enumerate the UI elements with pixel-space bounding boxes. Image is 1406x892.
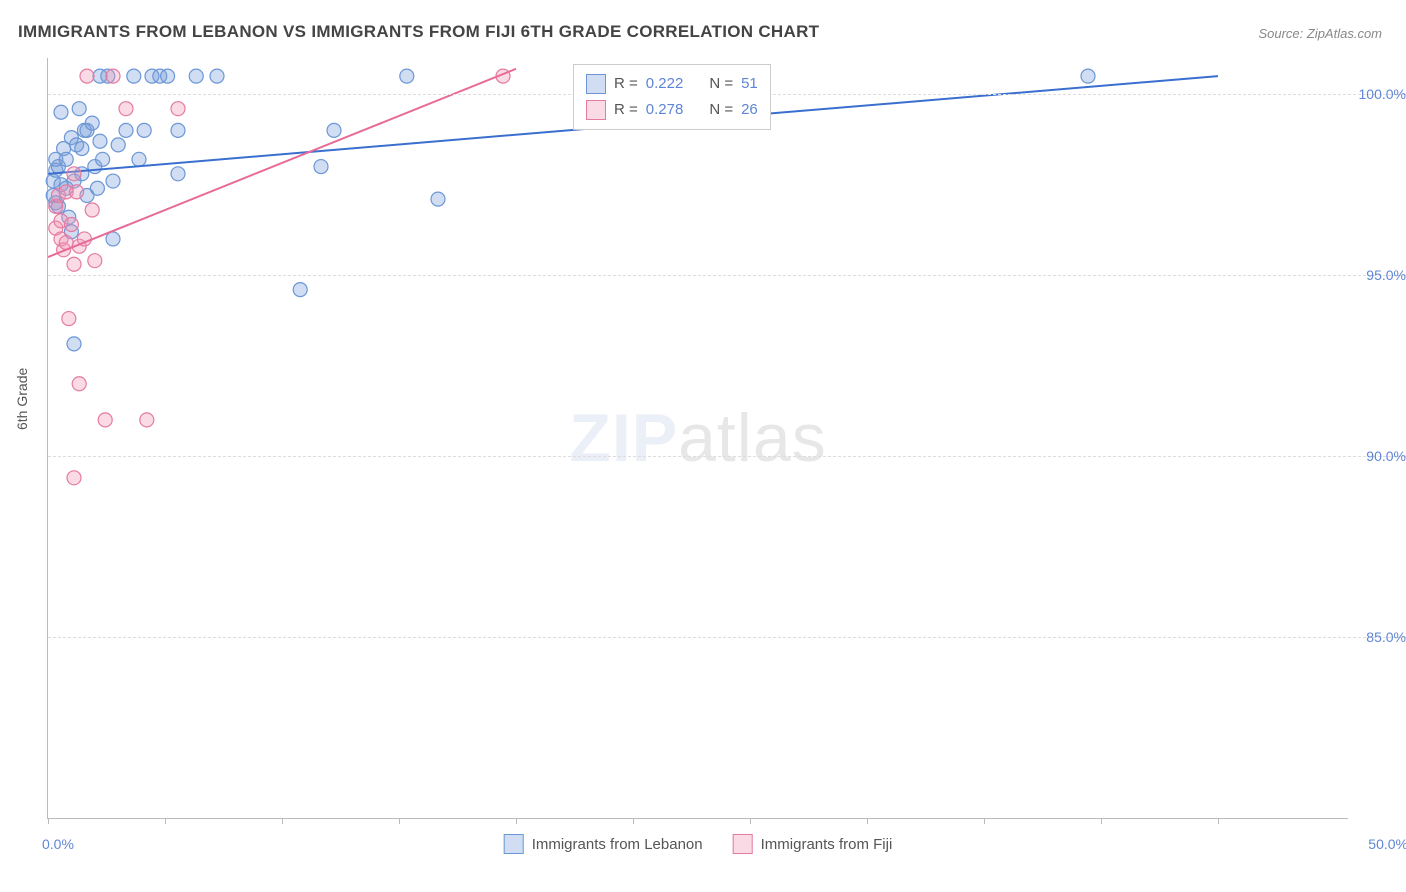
data-point — [106, 174, 120, 188]
data-point — [72, 102, 86, 116]
data-point — [400, 69, 414, 83]
legend-r-value: 0.222 — [646, 71, 684, 97]
data-point — [62, 312, 76, 326]
data-point — [93, 134, 107, 148]
data-point — [210, 69, 224, 83]
data-point — [119, 123, 133, 137]
data-point — [171, 102, 185, 116]
data-point — [431, 192, 445, 206]
x-tick — [165, 818, 166, 824]
data-point — [67, 471, 81, 485]
data-point — [72, 377, 86, 391]
gridline — [48, 637, 1406, 638]
data-point — [70, 185, 84, 199]
x-tick — [48, 818, 49, 824]
plot-area: ZIPatlas 85.0%90.0%95.0%100.0% R = 0.222 N… — [47, 58, 1348, 819]
x-tick — [750, 818, 751, 824]
bottom-legend: Immigrants from Lebanon Immigrants from F… — [504, 834, 893, 854]
gridline — [48, 275, 1406, 276]
gridline — [48, 456, 1406, 457]
x-tick — [1101, 818, 1102, 824]
legend-swatch — [504, 834, 524, 854]
source-label: Source: ZipAtlas.com — [1258, 26, 1382, 41]
x-axis-min-label: 0.0% — [42, 836, 74, 852]
data-point — [161, 69, 175, 83]
data-point — [85, 203, 99, 217]
x-tick — [516, 818, 517, 824]
data-point — [189, 69, 203, 83]
legend-r-label: R = — [614, 97, 638, 123]
data-point — [96, 152, 110, 166]
data-point — [327, 123, 341, 137]
x-tick — [867, 818, 868, 824]
data-point — [67, 337, 81, 351]
y-tick-label: 100.0% — [1351, 86, 1406, 102]
data-point — [106, 69, 120, 83]
data-point — [171, 167, 185, 181]
x-axis-max-label: 50.0% — [1368, 836, 1406, 852]
data-point — [314, 160, 328, 174]
data-point — [140, 413, 154, 427]
data-point — [119, 102, 133, 116]
data-point — [106, 232, 120, 246]
data-point — [137, 123, 151, 137]
legend-swatch — [586, 74, 606, 94]
bottom-legend-label: Immigrants from Lebanon — [532, 836, 703, 853]
x-tick — [633, 818, 634, 824]
correlation-legend-box: R = 0.222 N = 51 R = 0.278 N = 26 — [573, 64, 771, 130]
data-point — [67, 167, 81, 181]
legend-n-label: N = — [709, 97, 733, 123]
x-tick — [399, 818, 400, 824]
data-point — [111, 138, 125, 152]
data-point — [127, 69, 141, 83]
legend-n-label: N = — [709, 71, 733, 97]
x-tick — [984, 818, 985, 824]
y-tick-label: 95.0% — [1351, 267, 1406, 283]
data-point — [88, 254, 102, 268]
data-point — [132, 152, 146, 166]
y-axis-label: 6th Grade — [14, 368, 30, 430]
data-point — [67, 257, 81, 271]
trend-line — [48, 69, 516, 257]
legend-swatch — [733, 834, 753, 854]
plot-inner: ZIPatlas 85.0%90.0%95.0%100.0% — [48, 58, 1348, 818]
bottom-legend-label: Immigrants from Fiji — [761, 836, 893, 853]
legend-r-label: R = — [614, 71, 638, 97]
bottom-legend-item: Immigrants from Lebanon — [504, 834, 703, 854]
data-point — [54, 105, 68, 119]
data-point — [90, 181, 104, 195]
bottom-legend-item: Immigrants from Fiji — [733, 834, 893, 854]
legend-swatch — [586, 100, 606, 120]
y-tick-label: 85.0% — [1351, 629, 1406, 645]
chart-title: IMMIGRANTS FROM LEBANON VS IMMIGRANTS FR… — [18, 22, 819, 42]
data-point — [59, 152, 73, 166]
data-point — [85, 116, 99, 130]
legend-n-value: 51 — [741, 71, 758, 97]
data-point — [1081, 69, 1095, 83]
data-point — [293, 283, 307, 297]
data-point — [171, 123, 185, 137]
data-point — [98, 413, 112, 427]
legend-r-value: 0.278 — [646, 97, 684, 123]
legend-row: R = 0.222 N = 51 — [586, 71, 758, 97]
data-point — [64, 217, 78, 231]
x-tick — [282, 818, 283, 824]
data-point — [80, 69, 94, 83]
legend-row: R = 0.278 N = 26 — [586, 97, 758, 123]
y-tick-label: 90.0% — [1351, 448, 1406, 464]
data-point — [75, 141, 89, 155]
scatter-svg — [48, 58, 1348, 818]
legend-n-value: 26 — [741, 97, 758, 123]
x-tick — [1218, 818, 1219, 824]
